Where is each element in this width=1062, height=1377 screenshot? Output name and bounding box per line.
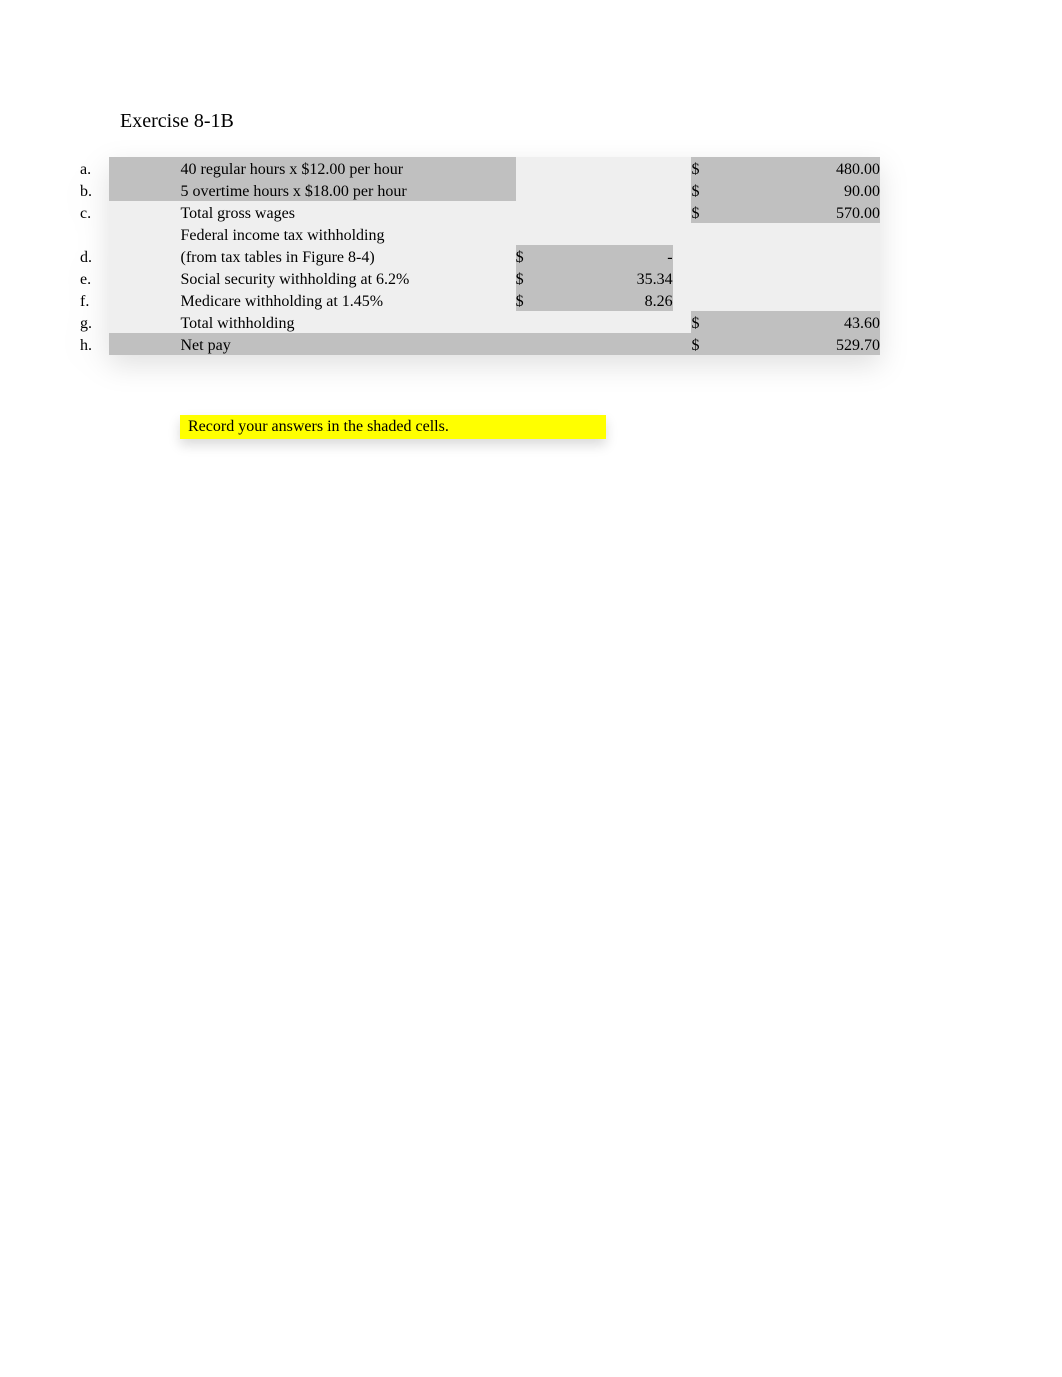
shaded-cell: [128, 223, 180, 245]
mid-sym: [516, 311, 579, 333]
mid-val: 35.34: [578, 267, 672, 289]
mid-sym: [516, 223, 579, 245]
right-sym: $: [691, 201, 754, 223]
shaded-cell: [128, 157, 180, 179]
right-val: 570.00: [754, 201, 880, 223]
right-val: [754, 245, 880, 267]
mid-val: [578, 157, 672, 179]
right-sym: $: [691, 311, 754, 333]
table-row: Federal income tax withholding: [80, 223, 880, 245]
mid-val: [578, 179, 672, 201]
row-letter: g.: [80, 311, 109, 333]
mid-sym: [516, 179, 579, 201]
table-row: d. (from tax tables in Figure 8-4) $ -: [80, 245, 880, 267]
calculation-table: a. 40 regular hours x $12.00 per hour $ …: [80, 157, 880, 355]
table-row: b. 5 overtime hours x $18.00 per hour $ …: [80, 179, 880, 201]
row-letter: [80, 223, 109, 245]
mid-sym: [516, 157, 579, 179]
row-desc: 5 overtime hours x $18.00 per hour: [181, 179, 516, 201]
right-val: [754, 223, 880, 245]
row-desc: Federal income tax withholding: [181, 223, 516, 245]
right-sym: [691, 267, 754, 289]
mid-val: [578, 223, 672, 245]
shaded-cell: [128, 267, 180, 289]
mid-sym: $: [516, 289, 579, 311]
spacer: [673, 333, 692, 355]
shaded-cell: [109, 157, 128, 179]
row-desc: Total withholding: [181, 311, 516, 333]
right-sym: $: [691, 157, 754, 179]
right-sym: [691, 245, 754, 267]
spacer: [673, 311, 692, 333]
exercise-title: Exercise 8-1B: [120, 110, 982, 133]
shaded-cell: [128, 245, 180, 267]
right-val: 43.60: [754, 311, 880, 333]
spacer: [673, 201, 692, 223]
spacer: [673, 157, 692, 179]
table-row: f. Medicare withholding at 1.45% $ 8.26: [80, 289, 880, 311]
right-val: 480.00: [754, 157, 880, 179]
row-letter: c.: [80, 201, 109, 223]
shaded-cell: [109, 179, 128, 201]
row-desc: Social security withholding at 6.2%: [181, 267, 516, 289]
shaded-cell: [128, 333, 180, 355]
shaded-cell: [109, 201, 128, 223]
mid-val: -: [578, 245, 672, 267]
spacer: [673, 267, 692, 289]
shaded-cell: [109, 289, 128, 311]
shaded-cell: [109, 245, 128, 267]
row-desc: (from tax tables in Figure 8-4): [181, 245, 516, 267]
spacer: [673, 245, 692, 267]
instruction-note: Record your answers in the shaded cells.: [180, 415, 606, 439]
spacer: [673, 223, 692, 245]
mid-sym: [516, 201, 579, 223]
row-letter: f.: [80, 289, 109, 311]
shaded-cell: [109, 311, 128, 333]
spacer: [673, 289, 692, 311]
row-desc: Net pay: [181, 333, 516, 355]
mid-sym: [516, 333, 579, 355]
mid-sym: $: [516, 267, 579, 289]
mid-sym: $: [516, 245, 579, 267]
right-val: [754, 267, 880, 289]
right-sym: [691, 223, 754, 245]
mid-val: [578, 311, 672, 333]
table-row: g. Total withholding $ 43.60: [80, 311, 880, 333]
spacer: [673, 179, 692, 201]
mid-val: [578, 201, 672, 223]
table-row: e. Social security withholding at 6.2% $…: [80, 267, 880, 289]
shaded-cell: [128, 289, 180, 311]
table-row: c. Total gross wages $ 570.00: [80, 201, 880, 223]
shaded-cell: [109, 333, 128, 355]
right-sym: [691, 289, 754, 311]
mid-val: 8.26: [578, 289, 672, 311]
shaded-cell: [128, 311, 180, 333]
row-desc: Total gross wages: [181, 201, 516, 223]
row-letter: b.: [80, 179, 109, 201]
row-desc: Medicare withholding at 1.45%: [181, 289, 516, 311]
table-row: h. Net pay $ 529.70: [80, 333, 880, 355]
table-row: a. 40 regular hours x $12.00 per hour $ …: [80, 157, 880, 179]
row-letter: e.: [80, 267, 109, 289]
row-letter: a.: [80, 157, 109, 179]
shaded-cell: [128, 201, 180, 223]
shaded-cell: [109, 223, 128, 245]
right-val: 529.70: [754, 333, 880, 355]
right-sym: $: [691, 333, 754, 355]
row-letter: h.: [80, 333, 109, 355]
right-sym: $: [691, 179, 754, 201]
row-desc: 40 regular hours x $12.00 per hour: [181, 157, 516, 179]
shaded-cell: [109, 267, 128, 289]
right-val: 90.00: [754, 179, 880, 201]
mid-val: [578, 333, 672, 355]
shaded-cell: [128, 179, 180, 201]
right-val: [754, 289, 880, 311]
row-letter: d.: [80, 245, 109, 267]
